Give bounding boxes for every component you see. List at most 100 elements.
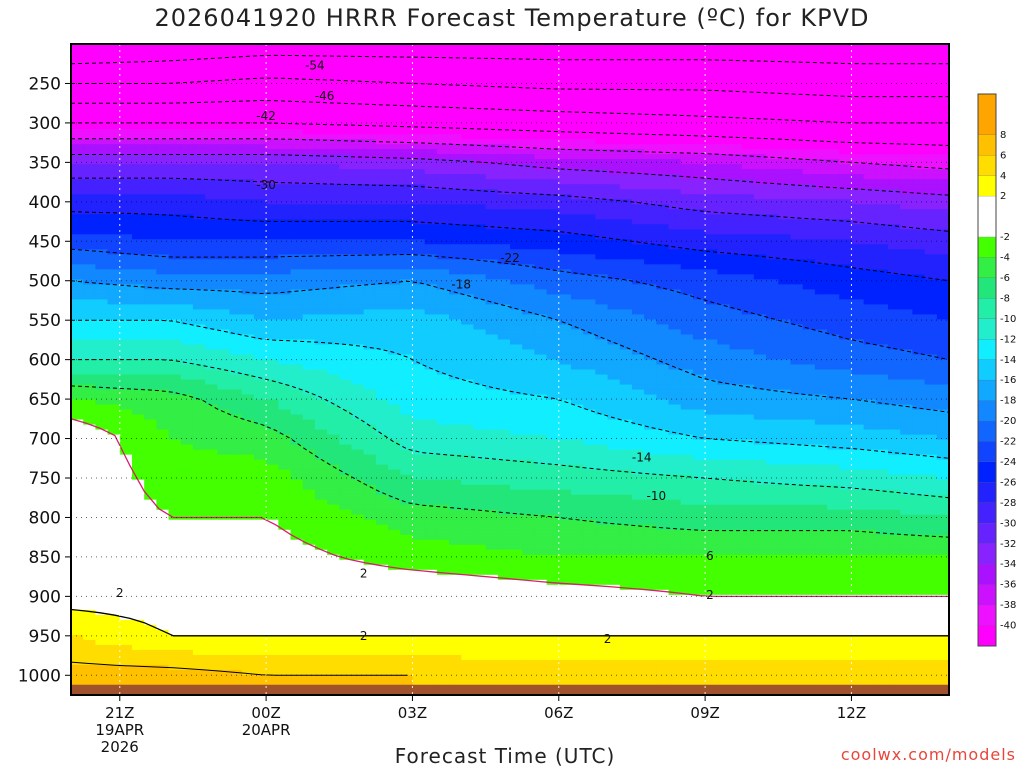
heat-cell: [924, 154, 938, 160]
heat-cell: [936, 374, 949, 381]
heat-cell: [522, 274, 535, 280]
heat-cell: [741, 74, 755, 80]
heat-cell: [229, 269, 243, 275]
heat-cell: [302, 179, 316, 185]
heat-cell: [741, 144, 755, 150]
heat-cell: [302, 189, 316, 195]
heat-cell: [790, 44, 804, 50]
heat-cell: [327, 164, 340, 170]
heat-cell: [351, 389, 365, 396]
heat-cell: [851, 349, 865, 356]
heat-cell: [668, 274, 682, 280]
heat-cell: [290, 249, 304, 255]
heat-cell: [546, 304, 560, 311]
heat-cell: [766, 314, 779, 321]
heat-cell: [936, 84, 949, 90]
heat-cell: [424, 79, 438, 85]
heat-cell: [863, 149, 877, 155]
heat-cell: [473, 134, 487, 140]
heat-cell: [839, 144, 853, 150]
heat-cell: [156, 319, 170, 326]
heat-cell: [936, 379, 949, 386]
heat-cell: [388, 309, 401, 316]
heat-cell: [375, 329, 389, 336]
heat-cell: [912, 119, 926, 125]
heat-cell: [363, 299, 377, 305]
heat-cell: [95, 149, 109, 155]
heat-cell: [680, 229, 694, 235]
heat-cell: [168, 179, 182, 185]
heat-cell: [912, 294, 926, 300]
heat-cell: [497, 174, 511, 180]
heat-cell: [778, 329, 792, 336]
heat-cell: [753, 64, 767, 70]
heat-cell: [485, 324, 499, 331]
heat-cell: [558, 354, 572, 361]
heat-cell: [766, 384, 779, 391]
heat-cell: [497, 199, 511, 205]
heat-cell: [900, 184, 914, 190]
heat-cell: [168, 209, 182, 215]
heat-cell: [131, 214, 145, 220]
heat-cell: [692, 154, 706, 160]
heat-cell: [729, 239, 743, 245]
heat-cell: [570, 334, 584, 341]
heat-cell: [839, 214, 853, 220]
heat-cell: [83, 49, 96, 55]
heat-cell: [339, 254, 353, 260]
heat-cell: [351, 194, 365, 200]
heat-cell: [375, 364, 389, 371]
heat-cell: [363, 219, 377, 225]
heat-cell: [339, 364, 353, 371]
heat-cell: [668, 219, 682, 225]
heat-cell: [607, 54, 621, 60]
heat-cell: [449, 174, 462, 180]
heat-cell: [144, 189, 157, 195]
heat-cell: [229, 274, 243, 280]
heat-cell: [680, 74, 694, 80]
heat-cell: [266, 284, 279, 290]
heat-cell: [814, 84, 828, 90]
heat-cell: [546, 149, 560, 155]
heat-cell: [534, 94, 548, 100]
heat-cell: [436, 179, 450, 185]
heat-cell: [400, 209, 414, 215]
heat-cell: [790, 154, 804, 160]
heat-cell: [778, 229, 792, 235]
heat-cell: [656, 324, 670, 331]
heat-cell: [888, 284, 901, 290]
heat-cell: [814, 204, 828, 210]
heat-cell: [205, 379, 218, 386]
heat-cell: [534, 224, 548, 230]
heat-cell: [644, 149, 657, 155]
heat-cell: [327, 274, 340, 280]
heat-cell: [607, 69, 621, 75]
heat-cell: [119, 329, 133, 336]
heat-cell: [766, 199, 779, 205]
heat-cell: [205, 129, 218, 135]
heat-cell: [168, 74, 182, 80]
heat-cell: [375, 194, 389, 200]
heat-cell: [607, 244, 621, 250]
heat-cell: [705, 274, 718, 280]
heat-cell: [485, 374, 499, 381]
heat-cell: [339, 49, 353, 55]
heat-cell: [412, 309, 426, 316]
heat-cell: [497, 329, 511, 336]
heat-cell: [217, 209, 231, 215]
heat-cell: [107, 84, 121, 90]
heat-cell: [266, 214, 279, 220]
heat-cell: [217, 334, 231, 341]
heat-cell: [119, 344, 133, 351]
heat-cell: [668, 279, 682, 285]
heat-cell: [241, 199, 255, 205]
heat-cell: [156, 154, 170, 160]
heat-cell: [485, 204, 499, 210]
heat-cell: [814, 354, 828, 361]
heat-cell: [607, 349, 621, 356]
heat-cell: [388, 199, 401, 205]
heat-cell: [400, 99, 414, 105]
heat-cell: [339, 219, 353, 225]
heat-cell: [205, 174, 218, 180]
heat-cell: [753, 194, 767, 200]
